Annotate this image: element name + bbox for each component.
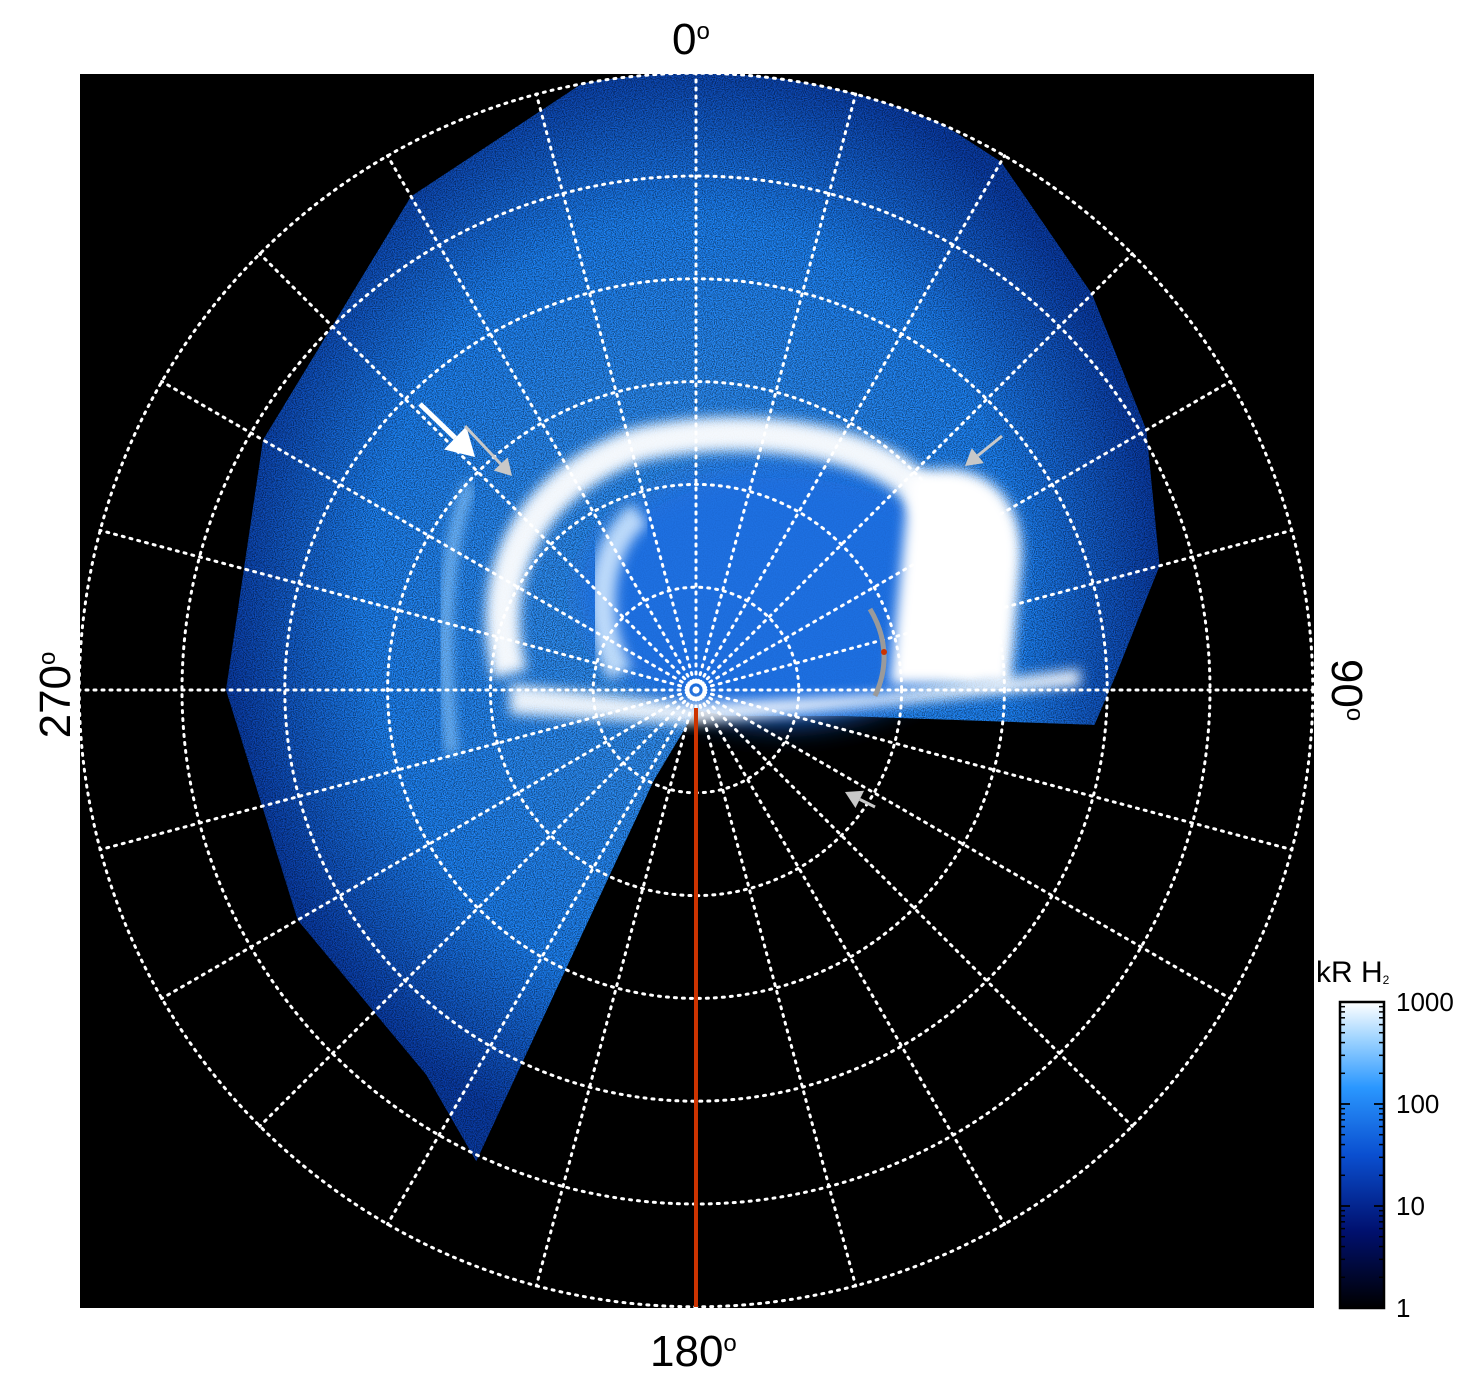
longitude-spoke [258, 252, 698, 692]
colorbar-tick-label: 1 [1396, 1293, 1411, 1323]
white-arrow-marker-shaft [418, 402, 457, 440]
gray-arrow-marker-bottom-shaft [859, 798, 876, 809]
colorbar-gradient [1338, 1000, 1386, 1310]
gray-arrow-marker-left [463, 424, 512, 476]
gray-arrow-marker-left-head [493, 457, 512, 476]
pole-marker [685, 679, 707, 701]
gray-arrow-marker-left-shaft [463, 424, 502, 466]
colorbar-title: kR H2 [1316, 956, 1390, 989]
white-arrow-marker-head [444, 426, 475, 457]
longitude-spoke [694, 92, 858, 692]
longitude-spoke [694, 688, 1294, 852]
longitude-spoke [386, 154, 698, 692]
angle-label-0: 0o [672, 15, 710, 64]
longitude-spoke [98, 688, 698, 852]
longitude-spoke [694, 688, 1006, 1226]
latitude-circle [386, 380, 1006, 1000]
longitude-spoke [694, 528, 1294, 692]
longitude-spoke [694, 688, 858, 1288]
angle-label-90: 90o [1322, 658, 1371, 722]
angle-label-270: 270o [31, 651, 80, 739]
auroral-emission-layer [226, 74, 1160, 1162]
longitude-spoke [694, 380, 1232, 692]
gray-arrow-marker-bottom [845, 790, 876, 809]
longitude-spoke [694, 252, 1134, 692]
longitude-spoke [258, 688, 698, 1128]
longitude-spoke [534, 688, 698, 1288]
longitude-spoke [534, 92, 698, 692]
polar-cap-region [580, 464, 980, 724]
longitude-spoke [694, 688, 1134, 1128]
white-arrow-marker [418, 402, 475, 457]
limb-bright-band [510, 669, 1080, 724]
colorbar-tick-label: 10 [1396, 1191, 1425, 1221]
gray-arrow-marker-right [965, 434, 1003, 466]
longitude-spoke [160, 688, 698, 1000]
colorbar-ticks [1340, 1001, 1384, 1309]
colorbar-tick-label: 100 [1396, 1089, 1440, 1119]
angle-label-180: 180o [650, 1327, 737, 1376]
outer-faint-arc [440, 482, 475, 755]
polar-projection-plot [80, 74, 1314, 1308]
gray-arrow-marker-right-head [965, 448, 984, 466]
gray-arrow-marker-bottom-head [845, 790, 865, 808]
gray-arrow-marker-right-shaft [976, 434, 1003, 457]
colorbar [1338, 1000, 1386, 1310]
footprint-point [881, 649, 887, 655]
longitude-spoke [386, 688, 698, 1226]
longitude-spoke [694, 154, 1006, 692]
annotation-markers [418, 402, 1003, 1307]
longitude-spoke [694, 688, 1232, 1000]
longitude-spoke [98, 528, 698, 692]
inner-arc [589, 503, 649, 680]
colorbar-tick-label: 1000 [1396, 987, 1454, 1017]
longitude-spoke [160, 380, 698, 692]
